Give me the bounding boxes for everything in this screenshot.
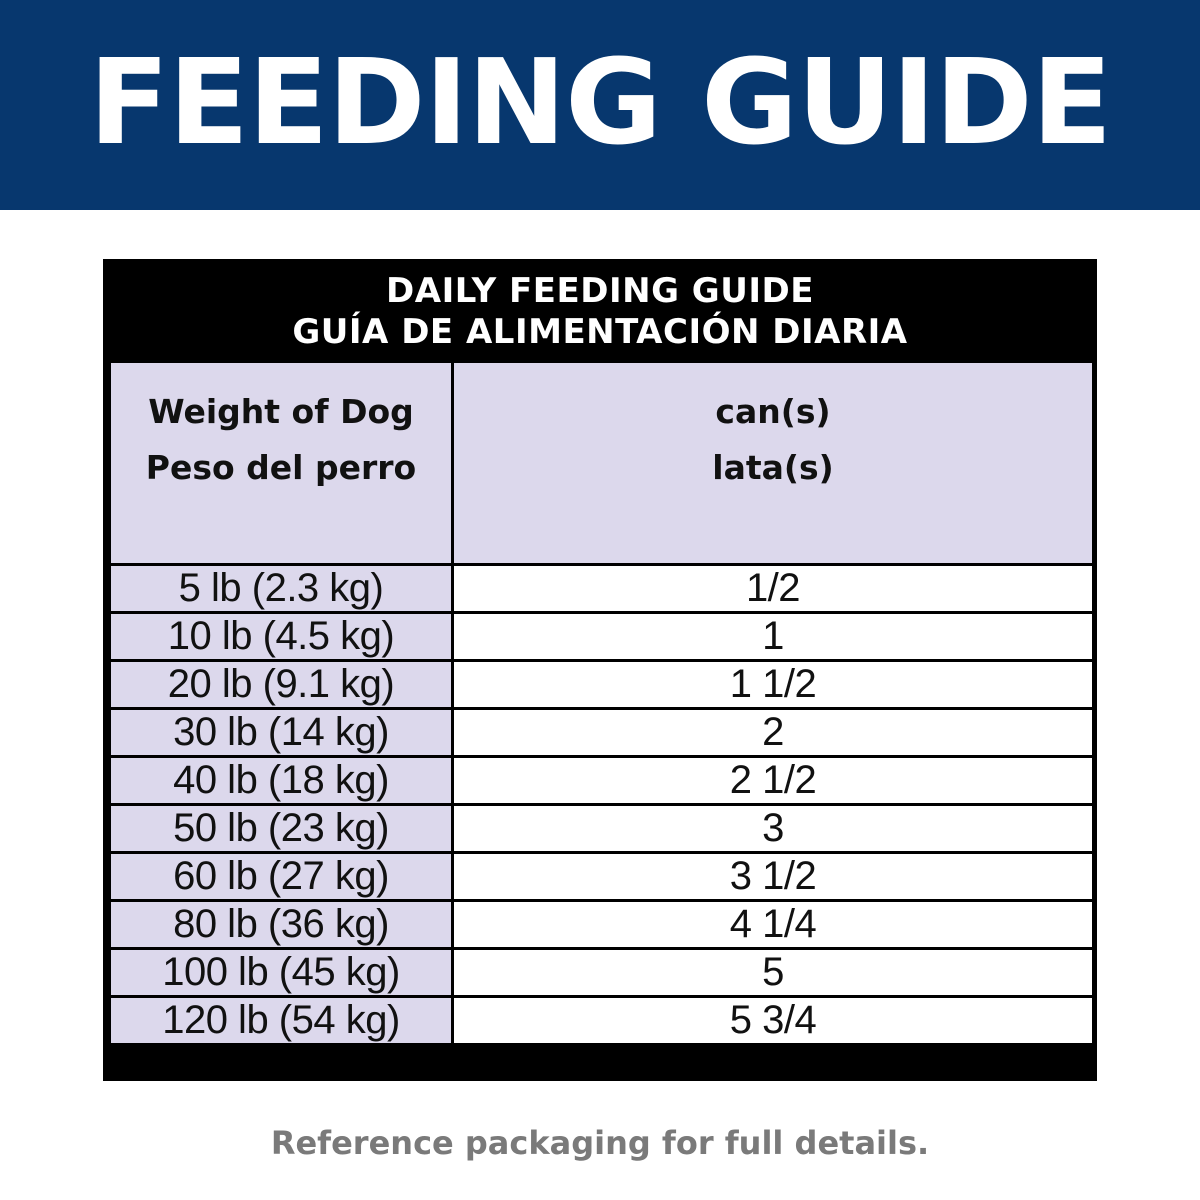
table-row: 80 lb (36 kg) 4 1/4 (108, 899, 1095, 950)
cans-cell: 2 1/2 (451, 755, 1095, 806)
weight-cell: 120 lb (54 kg) (108, 995, 454, 1046)
table-row: 10 lb (4.5 kg) 1 (108, 611, 1095, 662)
weight-header-english: Weight of Dog (148, 392, 414, 431)
cans-cell: 1/2 (451, 563, 1095, 614)
cans-cell: 5 (451, 947, 1095, 998)
cans-header-spanish: lata(s) (712, 448, 834, 487)
cans-header-english: can(s) (715, 392, 831, 431)
cans-cell: 5 3/4 (451, 995, 1095, 1046)
weight-header-spanish: Peso del perro (145, 448, 417, 487)
weight-cell: 80 lb (36 kg) (108, 899, 454, 950)
cans-cell: 4 1/4 (451, 899, 1095, 950)
weight-cell: 5 lb (2.3 kg) (108, 563, 454, 614)
cans-column-header: can(s) lata(s) (451, 360, 1095, 566)
weight-cell: 10 lb (4.5 kg) (108, 611, 454, 662)
table-row: 120 lb (54 kg) 5 3/4 (108, 995, 1095, 1046)
table-row: 20 lb (9.1 kg) 1 1/2 (108, 659, 1095, 710)
weight-cell: 30 lb (14 kg) (108, 707, 454, 758)
column-header-row: Weight of Dog Peso del perro can(s) lata… (108, 360, 1095, 566)
page-title: FEEDING GUIDE (88, 33, 1112, 171)
feeding-amounts-grid: Weight of Dog Peso del perro can(s) lata… (108, 360, 1095, 1046)
weight-cell: 20 lb (9.1 kg) (108, 659, 454, 710)
table-row: 30 lb (14 kg) 2 (108, 707, 1095, 758)
weight-cell: 60 lb (27 kg) (108, 851, 454, 902)
table-row: 5 lb (2.3 kg) 1/2 (108, 563, 1095, 614)
table-row: 40 lb (18 kg) 2 1/2 (108, 755, 1095, 806)
table-title-spanish: GUÍA DE ALIMENTACIÓN DIARIA (292, 312, 908, 352)
weight-cell: 40 lb (18 kg) (108, 755, 454, 806)
daily-feeding-guide-table: DAILY FEEDING GUIDE GUÍA DE ALIMENTACIÓN… (103, 259, 1097, 1081)
cans-cell: 2 (451, 707, 1095, 758)
title-banner: FEEDING GUIDE (0, 0, 1200, 210)
cans-cell: 3 (451, 803, 1095, 854)
weight-cell: 100 lb (45 kg) (108, 947, 454, 998)
table-row: 60 lb (27 kg) 3 1/2 (108, 851, 1095, 902)
table-title-english: DAILY FEEDING GUIDE (386, 271, 814, 311)
table-header: DAILY FEEDING GUIDE GUÍA DE ALIMENTACIÓN… (108, 264, 1092, 360)
table-row: 100 lb (45 kg) 5 (108, 947, 1095, 998)
reference-note: Reference packaging for full details. (270, 1124, 930, 1162)
weight-cell: 50 lb (23 kg) (108, 803, 454, 854)
cans-cell: 3 1/2 (451, 851, 1095, 902)
weight-column-header: Weight of Dog Peso del perro (108, 360, 454, 566)
cans-cell: 1 (451, 611, 1095, 662)
table-row: 50 lb (23 kg) 3 (108, 803, 1095, 854)
cans-cell: 1 1/2 (451, 659, 1095, 710)
